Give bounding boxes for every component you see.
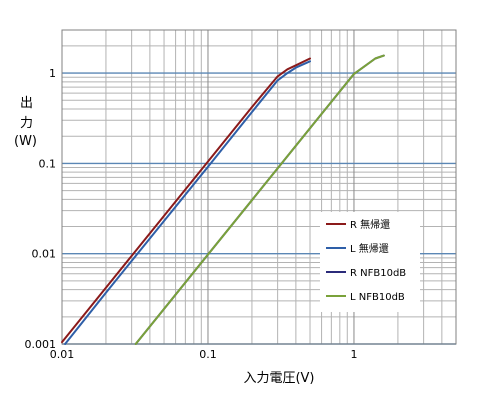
series-line-4: [134, 54, 385, 345]
series-line-2: [64, 60, 311, 345]
y-axis-label-line: 出: [20, 96, 34, 111]
x-tick-label: 0.01: [50, 348, 75, 361]
series-line-1: [61, 57, 311, 344]
plot-frame: [61, 29, 457, 345]
legend-label: L 無帰還: [350, 242, 389, 255]
y-axis-label-line: 力: [20, 116, 34, 131]
x-axis-label: 入力電圧(V): [243, 371, 314, 386]
y-axis-label-line: (W): [14, 134, 37, 149]
y-tick-label: 0.001: [25, 338, 57, 351]
x-tick-label: 1: [350, 348, 357, 361]
y-tick-label: 0.01: [32, 248, 57, 261]
y-tick-label: 1: [49, 67, 56, 80]
x-tick-label: 0.1: [199, 348, 217, 361]
legend-label: R NFB10dB: [350, 268, 406, 279]
legend-label: R 無帰還: [350, 218, 390, 231]
y-tick-label: 0.1: [39, 157, 57, 170]
legend-label: L NFB10dB: [350, 292, 405, 303]
